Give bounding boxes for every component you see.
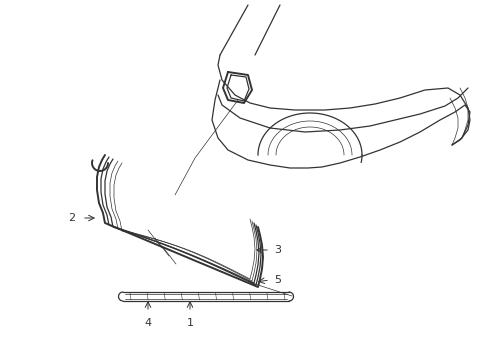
Text: 4: 4 (145, 318, 151, 328)
Text: 5: 5 (274, 275, 281, 285)
Text: 3: 3 (274, 245, 281, 255)
Text: 2: 2 (68, 213, 75, 223)
Text: 1: 1 (187, 318, 194, 328)
